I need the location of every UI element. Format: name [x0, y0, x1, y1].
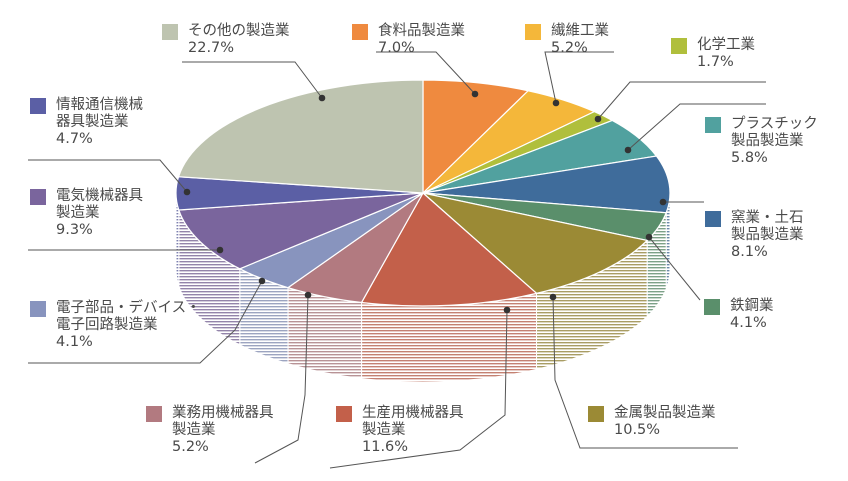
leader-dot-steel	[645, 233, 653, 241]
label-ict-machinery: 情報通信機械 器具製造業 4.7%	[30, 97, 143, 148]
legend-swatch-business-machinery	[146, 406, 162, 422]
label-other-manufacturing: その他の製造業 22.7%	[162, 23, 290, 57]
slice-name-business-machinery-line2: 製造業	[172, 422, 216, 438]
pie-slice-production-machinery	[360, 192, 538, 307]
slice-name-electrical-machinery-line2: 製造業	[56, 205, 100, 221]
legend-swatch-ict-machinery	[30, 98, 46, 114]
slice-percent-production-machinery: 11.6%	[362, 439, 409, 455]
legend-swatch-food	[352, 24, 368, 40]
pie-slice-other-manufacturing	[177, 79, 424, 194]
slice-name-electronic-parts: 電子部品・デバイス・	[56, 300, 201, 316]
leader-line-food	[376, 51, 476, 95]
leader-dot-metal-products	[549, 293, 557, 301]
leader-dot-electrical-machinery	[216, 246, 224, 254]
legend-swatch-metal-products	[588, 406, 604, 422]
slice-percent-chemical: 1.7%	[697, 54, 734, 70]
slice-name-production-machinery-line2: 製造業	[362, 422, 406, 438]
label-textile: 繊維工業 5.2%	[525, 23, 609, 57]
slice-name-electrical-machinery: 電気機械器具	[56, 188, 143, 204]
legend-swatch-other-manufacturing	[162, 24, 178, 40]
label-business-machinery: 業務用機械器具 製造業 5.2%	[146, 405, 274, 456]
pie-slice-ceramic	[422, 155, 671, 214]
slice-name-electronic-parts-line2: 電子回路製造業	[56, 317, 158, 333]
slice-percent-other-manufacturing: 22.7%	[188, 40, 235, 56]
pie-slice-food	[422, 79, 530, 195]
slice-percent-ceramic: 8.1%	[731, 244, 768, 260]
legend-swatch-electrical-machinery	[30, 189, 46, 205]
slice-percent-food: 7.0%	[378, 40, 415, 56]
slice-percent-plastic: 5.8%	[731, 150, 768, 166]
slice-name-plastic-line2: 製品製造業	[731, 133, 804, 149]
label-metal-products: 金属製品製造業 10.5%	[588, 405, 716, 439]
pie-slice-metal-products	[420, 191, 649, 295]
label-electrical-machinery: 電気機械器具 製造業 9.3%	[30, 188, 143, 239]
leader-line-production-machinery	[329, 309, 508, 469]
leader-dot-electronic-parts	[258, 277, 266, 285]
legend-swatch-production-machinery	[336, 406, 352, 422]
slice-name-plastic: プラスチック	[731, 116, 818, 132]
legend-swatch-plastic	[705, 117, 721, 133]
slice-percent-ict-machinery: 4.7%	[56, 131, 93, 147]
pie-wall-production-machinery	[361, 292, 538, 383]
slice-name-other-manufacturing: その他の製造業	[188, 23, 290, 39]
leader-dot-food	[471, 90, 479, 98]
leader-line-plastic	[627, 103, 766, 151]
leader-dot-ceramic	[659, 198, 667, 206]
leader-dot-textile	[552, 99, 560, 107]
leader-line-ict-machinery	[28, 159, 188, 193]
leader-line-steel	[648, 236, 701, 301]
slice-name-ceramic-line2: 製品製造業	[731, 227, 804, 243]
leader-line-business-machinery	[254, 294, 309, 464]
leader-line-textile	[544, 51, 614, 104]
label-ceramic: 窯業・土石 製品製造業 8.1%	[705, 210, 804, 261]
slice-percent-steel: 4.1%	[730, 315, 767, 331]
slice-name-ict-machinery: 情報通信機械	[56, 97, 143, 113]
legend-swatch-chemical	[671, 38, 687, 54]
slice-percent-electrical-machinery: 9.3%	[56, 222, 93, 238]
slice-name-ict-machinery-line2: 器具製造業	[56, 114, 129, 130]
label-food: 食料品製造業 7.0%	[352, 23, 465, 57]
legend-swatch-steel	[704, 299, 720, 315]
leader-line-other-manufacturing	[182, 61, 323, 99]
slice-name-textile: 繊維工業	[551, 23, 609, 39]
leader-line-metal-products	[552, 296, 738, 449]
leader-dot-plastic	[624, 146, 632, 154]
slice-name-production-machinery: 生産用機械器具	[362, 405, 464, 421]
legend-swatch-textile	[525, 24, 541, 40]
label-production-machinery: 生産用機械器具 製造業 11.6%	[336, 405, 464, 456]
leader-line-electronic-parts	[28, 280, 263, 364]
slice-percent-metal-products: 10.5%	[614, 422, 661, 438]
leader-dot-production-machinery	[503, 306, 511, 314]
slice-percent-business-machinery: 5.2%	[172, 439, 209, 455]
slice-percent-textile: 5.2%	[551, 40, 588, 56]
leader-dot-other-manufacturing	[318, 94, 326, 102]
label-electronic-parts: 電子部品・デバイス・ 電子回路製造業 4.1%	[30, 300, 201, 351]
label-plastic: プラスチック 製品製造業 5.8%	[705, 116, 818, 167]
legend-swatch-electronic-parts	[30, 301, 46, 317]
slice-name-chemical: 化学工業	[697, 37, 755, 53]
slice-name-ceramic: 窯業・土石	[731, 210, 804, 226]
leader-dot-ict-machinery	[183, 188, 191, 196]
slice-name-food: 食料品製造業	[378, 23, 465, 39]
label-chemical: 化学工業 1.7%	[671, 37, 755, 71]
slice-name-metal-products: 金属製品製造業	[614, 405, 716, 421]
slice-percent-electronic-parts: 4.1%	[56, 334, 93, 350]
slice-name-business-machinery: 業務用機械器具	[172, 405, 274, 421]
leader-dot-business-machinery	[304, 291, 312, 299]
slice-name-steel: 鉄鋼業	[730, 298, 774, 314]
leader-line-chemical	[597, 81, 766, 120]
label-steel: 鉄鋼業 4.1%	[704, 298, 774, 332]
legend-swatch-ceramic	[705, 211, 721, 227]
pie-slice-electrical-machinery	[177, 192, 424, 270]
leader-dot-chemical	[594, 115, 602, 123]
